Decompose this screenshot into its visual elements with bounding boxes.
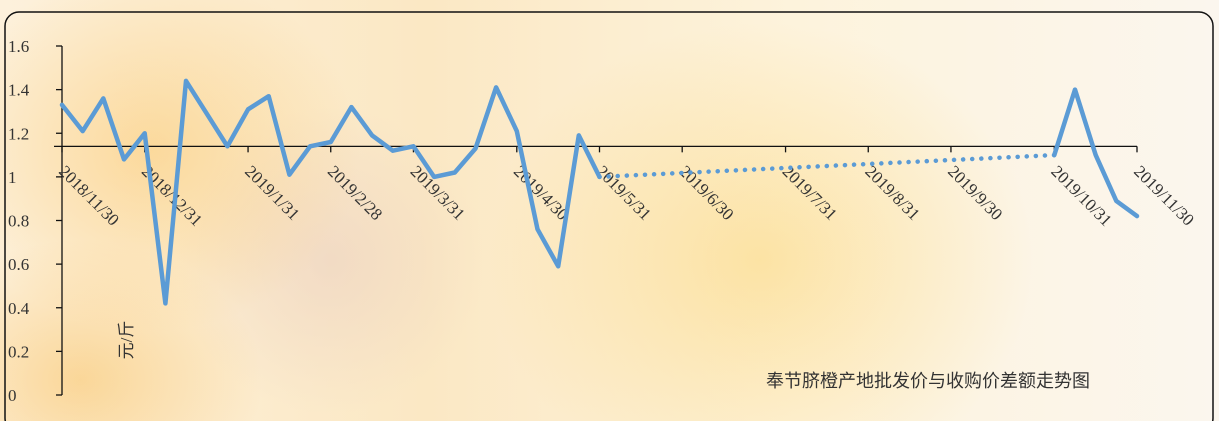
x-tick-label: 2019/11/30 bbox=[1130, 162, 1198, 230]
x-tick-label: 2019/9/30 bbox=[944, 162, 1006, 224]
y-tick-label: 1.2 bbox=[8, 124, 29, 143]
x-tick-label: 2019/7/31 bbox=[779, 162, 841, 224]
x-tick-label: 2019/8/31 bbox=[861, 162, 923, 224]
x-tick-label: 2019/5/31 bbox=[593, 162, 655, 224]
gap-connector bbox=[597, 152, 1057, 180]
y-tick-label: 0.4 bbox=[8, 299, 30, 318]
y-tick-label: 1 bbox=[8, 168, 17, 187]
y-tick-label: 0.2 bbox=[8, 342, 29, 361]
x-tick-label: 2018/11/30 bbox=[55, 162, 123, 230]
y-tick-label: 0 bbox=[8, 386, 17, 405]
y-tick-label: 0.8 bbox=[8, 212, 29, 231]
x-tick-label: 2019/4/30 bbox=[510, 162, 572, 224]
chart-title: 奉节脐橙产地批发价与收购价差额走势图 bbox=[766, 371, 1090, 391]
y-axis-label: 元/斤 bbox=[117, 321, 136, 360]
y-tick-label: 1.4 bbox=[8, 81, 30, 100]
line-series bbox=[59, 78, 1140, 306]
x-tick-label: 2019/2/28 bbox=[324, 162, 386, 224]
y-tick-label: 0.6 bbox=[8, 255, 29, 274]
frame bbox=[4, 11, 1214, 421]
y-tick-label: 1.6 bbox=[8, 37, 29, 56]
x-tick-label: 2019/3/31 bbox=[407, 162, 469, 224]
